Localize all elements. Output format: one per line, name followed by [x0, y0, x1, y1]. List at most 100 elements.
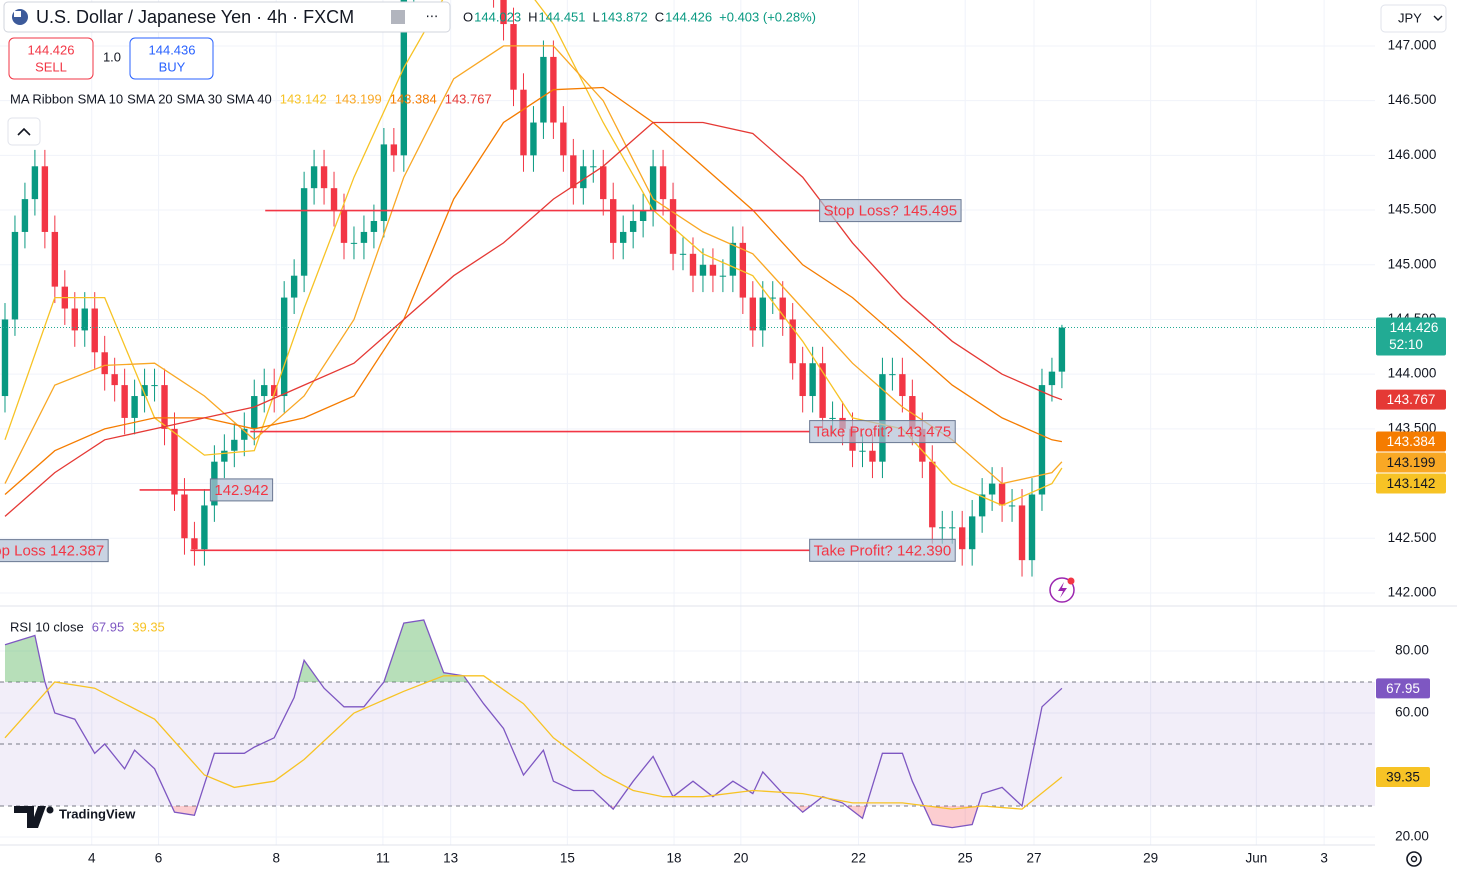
- annotation-label: Stop Loss 142.387: [0, 543, 104, 560]
- candle-body: [769, 297, 776, 299]
- axis-tag: [1376, 473, 1446, 494]
- ohlc-value: 144.426: [665, 9, 712, 24]
- candle-body: [909, 396, 916, 429]
- ohlc-key: C: [655, 9, 664, 24]
- change: +0.403 (+0.28%): [719, 9, 816, 24]
- candle-body: [610, 199, 617, 243]
- ohlc-key: H: [528, 9, 537, 24]
- candle-body: [310, 166, 318, 189]
- sell-label: SELL: [35, 59, 67, 74]
- candle-body: [968, 516, 976, 550]
- currency-button[interactable]: [1380, 4, 1447, 33]
- y-tick-label: 145.500: [1388, 202, 1437, 217]
- candle-body: [1038, 385, 1046, 495]
- candle-body: [41, 166, 49, 232]
- y-tick-label: 80.00: [1395, 643, 1429, 658]
- axis-tag: [1376, 678, 1430, 699]
- candle-body: [141, 385, 148, 397]
- currency: JPY: [1398, 10, 1422, 25]
- candle-body: [988, 483, 996, 495]
- x-tick-label: 15: [560, 851, 575, 866]
- oversold-fill: [171, 805, 1023, 828]
- buy-button[interactable]: [129, 37, 214, 80]
- symbol-box[interactable]: [3, 1, 451, 33]
- candle-body: [879, 374, 886, 462]
- candle-body: [221, 450, 228, 462]
- y-tick-label: 142.000: [1388, 585, 1437, 600]
- candle-body: [919, 428, 926, 462]
- axis-tag-label: 143.142: [1387, 476, 1436, 491]
- collapse-button[interactable]: [7, 117, 41, 146]
- candle-body: [1, 319, 9, 397]
- axis-tag-label: 143.199: [1387, 455, 1436, 470]
- candle-body: [649, 166, 657, 211]
- ma-line: [4, 86, 1063, 495]
- ma-line: [4, 0, 1063, 507]
- sell-price: 144.426: [28, 42, 75, 57]
- x-tick-label: 3: [1320, 851, 1328, 866]
- x-tick-label: 18: [667, 851, 682, 866]
- overbought-fill: [4, 620, 469, 682]
- more-button[interactable]: ⋯: [426, 8, 439, 23]
- annotation-box: [0, 539, 109, 563]
- candle-body: [400, 0, 408, 156]
- ohlc-value: 144.023: [474, 9, 521, 24]
- legend-value: 143.199: [335, 91, 382, 106]
- candle-body: [809, 363, 816, 397]
- candle-body: [1028, 494, 1036, 561]
- candle-body: [1018, 505, 1026, 561]
- candle-body: [51, 231, 59, 287]
- candle-body: [91, 308, 98, 353]
- legend-value: 143.384: [390, 91, 437, 106]
- candle-body: [191, 538, 198, 550]
- buy-price: 144.436: [149, 42, 196, 57]
- x-tick-label: 20: [733, 851, 748, 866]
- candle-body: [739, 242, 747, 298]
- candle-body: [759, 297, 766, 331]
- candle-body: [530, 122, 537, 156]
- alert-bolt: [1058, 582, 1067, 598]
- candle-body: [749, 297, 757, 331]
- ohlc-value: 143.872: [601, 9, 648, 24]
- x-tick-label: 25: [958, 851, 973, 866]
- candle-body: [280, 297, 288, 397]
- ohlc-key: L: [593, 9, 600, 24]
- y-tick-label: 146.500: [1388, 92, 1437, 107]
- rsi-title: RSI 10 close: [10, 619, 84, 634]
- candle-body: [320, 166, 328, 189]
- candle-body: [639, 210, 647, 221]
- legend-value: 39.35: [132, 619, 165, 634]
- candle-body: [1048, 371, 1056, 386]
- candle-body: [699, 264, 707, 276]
- candle-body: [689, 253, 697, 276]
- candle-body: [590, 166, 597, 168]
- candle-body: [121, 385, 128, 418]
- candle-body: [859, 450, 866, 452]
- legend-name: SMA 10: [78, 91, 124, 106]
- x-tick-label: 11: [376, 851, 390, 866]
- candle-body: [241, 428, 248, 440]
- settings-icon[interactable]: [1406, 851, 1422, 867]
- quantity: 1.0: [103, 49, 121, 64]
- logo-dot: [46, 806, 54, 814]
- last-price-tag: [1376, 317, 1446, 356]
- ma-line: [4, 121, 1063, 517]
- buy-label: BUY: [159, 59, 186, 74]
- candle-body: [679, 253, 687, 255]
- price-pane: Stop Loss? 145.495 Take Profit? 143.475 14…: [0, 0, 1375, 577]
- candle-body: [81, 308, 88, 331]
- axis-tag: [1376, 431, 1446, 452]
- candle-body: [659, 166, 667, 200]
- candle-body: [869, 450, 876, 462]
- last-price-label: 144.426: [1390, 320, 1439, 335]
- ohlc-key: O: [463, 9, 473, 24]
- candle-body: [560, 122, 567, 156]
- candle-body: [360, 231, 368, 243]
- candle-body: [729, 242, 737, 276]
- candle-body: [300, 188, 308, 276]
- axis-tag-label: 143.384: [1387, 434, 1436, 449]
- axis-tag-label: 67.95: [1386, 681, 1420, 696]
- sell-button[interactable]: [8, 37, 94, 80]
- candle-body: [390, 144, 398, 156]
- candle-body: [719, 275, 727, 277]
